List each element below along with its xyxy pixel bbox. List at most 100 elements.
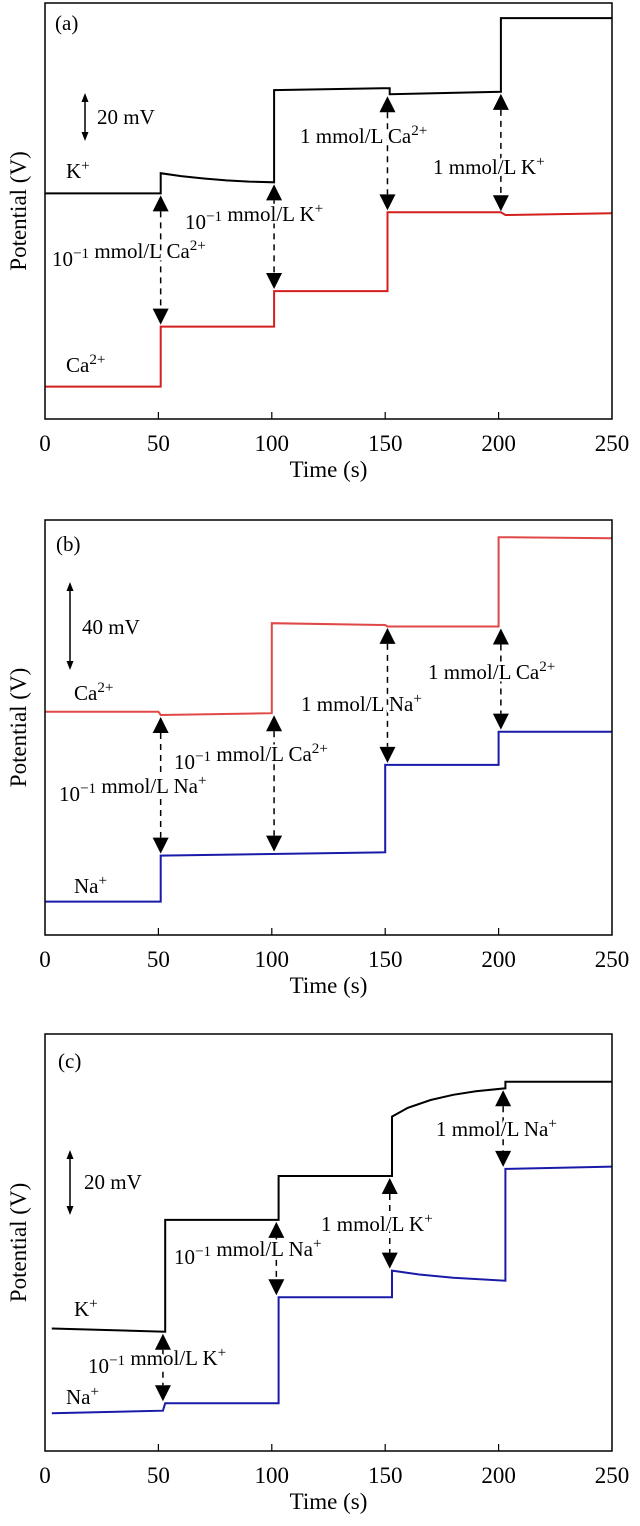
text-span: 1 mmol/L K <box>433 155 536 179</box>
series-line <box>45 730 612 903</box>
panel-b: Ca2+Na+10−1 mmol/L Na+10−1 mmol/L Ca2+1 … <box>6 519 630 998</box>
series-line <box>51 1080 612 1333</box>
superscript: −1 <box>195 749 211 765</box>
arrow-up-icon <box>268 1221 285 1238</box>
arrow-up-icon <box>152 716 169 733</box>
annotation-label: 10−1 mmol/L K+ <box>185 201 323 234</box>
x-tick-label: 250 <box>595 431 630 456</box>
panel-label: (a) <box>55 11 78 35</box>
superscript: + <box>413 691 422 707</box>
superscript: 2+ <box>89 352 105 368</box>
series-label: Na+ <box>66 1384 99 1409</box>
y-axis-label: Potential (V) <box>6 1183 31 1302</box>
arrow-up-icon <box>152 195 169 212</box>
plot-frame <box>44 519 613 936</box>
x-axis-label: Time (s) <box>290 457 368 482</box>
arrow-up-icon <box>379 627 396 644</box>
arrow-up-icon <box>495 1090 512 1107</box>
x-tick-label: 250 <box>595 1463 630 1488</box>
text-span: 10 <box>88 1354 109 1378</box>
annotation-label: 10−1 mmol/L Ca2+ <box>174 741 328 774</box>
text-span: 10 <box>174 1245 195 1269</box>
x-tick-label: 0 <box>39 947 51 972</box>
text-span: mmol/L Na <box>211 1237 314 1261</box>
superscript: + <box>89 1296 98 1312</box>
x-tick-label: 50 <box>147 947 170 972</box>
scale-bar-arrow-down-icon <box>66 1206 74 1216</box>
superscript: 2+ <box>312 741 328 757</box>
x-axis-label: Time (s) <box>290 973 368 998</box>
x-tick-label: 100 <box>255 947 290 972</box>
text-span: Na <box>66 1385 91 1409</box>
annotation-label: 10−1 mmol/L K+ <box>88 1345 226 1378</box>
x-axis-label: Time (s) <box>290 1489 368 1514</box>
arrow-down-icon <box>379 194 396 211</box>
annotation-label: 10−1 mmol/L Na+ <box>174 1236 321 1269</box>
superscript: + <box>313 1236 322 1252</box>
superscript: + <box>424 1211 433 1227</box>
annotation-label: 1 mmol/L Ca2+ <box>428 659 555 684</box>
text-span: 1 mmol/L Na <box>301 692 414 716</box>
arrow-down-icon <box>268 1279 285 1296</box>
arrow-up-icon <box>492 628 509 645</box>
x-tick-label: 150 <box>368 431 403 456</box>
series-label: Ca2+ <box>74 680 113 705</box>
x-tick-label: 0 <box>39 1463 51 1488</box>
text-span: 10 <box>52 247 73 271</box>
series-line <box>45 211 613 388</box>
arrow-down-icon <box>154 1385 171 1402</box>
x-tick-label: 100 <box>255 1463 290 1488</box>
arrow-down-icon <box>266 835 283 852</box>
text-span: 10 <box>174 750 195 774</box>
x-tick-label: 50 <box>147 431 170 456</box>
text-span: Ca <box>66 353 90 377</box>
arrow-up-icon <box>266 715 283 732</box>
arrow-down-icon <box>492 713 509 730</box>
plot-frame <box>44 2 613 420</box>
superscript: 2+ <box>411 123 427 139</box>
text-span: mmol/L Ca <box>89 239 190 263</box>
superscript: 2+ <box>190 238 206 254</box>
x-tick-label: 250 <box>595 947 630 972</box>
superscript: + <box>548 1116 557 1132</box>
annotation-label: 10−1 mmol/L Ca2+ <box>52 238 206 271</box>
annotation-label: 1 mmol/L Ca2+ <box>300 123 427 148</box>
arrow-up-icon <box>492 93 509 110</box>
text-span: 10 <box>59 782 80 806</box>
text-span: Ca <box>74 681 98 705</box>
arrow-up-icon <box>381 1178 398 1195</box>
series-label: K+ <box>66 158 90 183</box>
superscript: + <box>99 873 108 889</box>
scale-bar-label: 40 mV <box>82 615 140 639</box>
panel-c: K+Na+10−1 mmol/L K+10−1 mmol/L Na+1 mmol… <box>6 1033 630 1514</box>
superscript: + <box>315 201 324 217</box>
superscript: + <box>81 158 90 174</box>
arrow-down-icon <box>266 273 283 290</box>
superscript: + <box>536 154 545 170</box>
text-span: mmol/L Na <box>96 774 199 798</box>
x-tick-label: 150 <box>368 947 403 972</box>
text-span: 1 mmol/L Ca <box>300 124 412 148</box>
annotation-label: 1 mmol/L Na+ <box>436 1116 557 1141</box>
scale-bar-arrow-down-icon <box>81 132 89 142</box>
superscript: + <box>91 1384 100 1400</box>
text-span: 1 mmol/L K <box>321 1212 424 1236</box>
text-span: 10 <box>185 210 206 234</box>
arrow-up-icon <box>379 96 396 113</box>
superscript: −1 <box>73 246 89 262</box>
arrow-up-icon <box>266 184 283 201</box>
annotation-label: 1 mmol/L Na+ <box>301 691 422 716</box>
panel-a: K+Ca2+10−1 mmol/L Ca2+10−1 mmol/L K+1 mm… <box>6 2 630 482</box>
x-tick-label: 100 <box>255 431 290 456</box>
panel-label: (c) <box>58 1049 81 1073</box>
x-tick-label: 200 <box>481 947 516 972</box>
text-span: mmol/L Ca <box>211 742 312 766</box>
text-span: mmol/L K <box>222 202 315 226</box>
x-tick-label: 0 <box>39 431 51 456</box>
series-label: K+ <box>74 1296 98 1321</box>
series-line <box>45 536 613 717</box>
superscript: 2+ <box>97 680 113 696</box>
x-tick-label: 150 <box>368 1463 403 1488</box>
arrow-down-icon <box>152 837 169 854</box>
